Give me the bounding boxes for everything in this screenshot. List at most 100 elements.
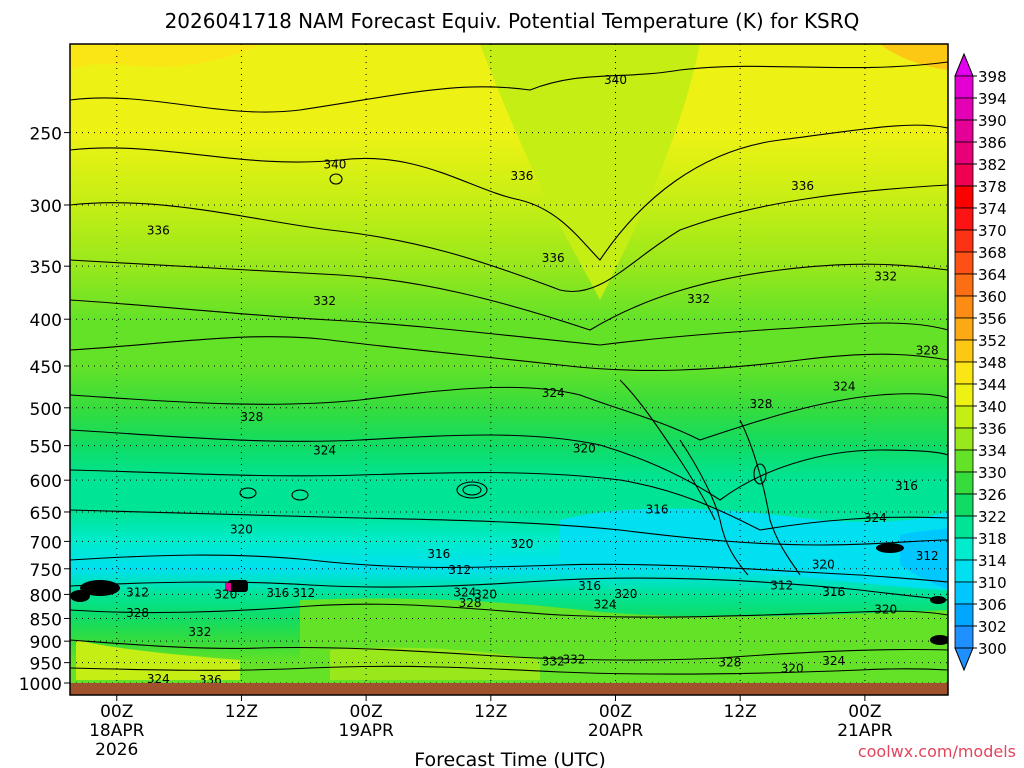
contour-label: 336 — [542, 251, 565, 265]
y-tick-label: 300 — [30, 197, 62, 217]
colorbar-swatch — [954, 141, 974, 165]
contour-line — [739, 419, 801, 576]
colorbar-label: 340 — [978, 398, 1007, 416]
y-tick-label: 750 — [30, 561, 62, 581]
contour-label: 328 — [750, 397, 773, 411]
contour-line — [70, 124, 948, 261]
contour-label: 328 — [240, 410, 263, 424]
contour-label: 320 — [781, 661, 804, 675]
contour-label: 332 — [188, 625, 211, 639]
contour-line — [456, 481, 488, 499]
ground-terrain — [70, 683, 948, 695]
contour-label: 316 — [646, 503, 669, 517]
y-tick-label: 400 — [30, 311, 62, 331]
y-tick-label: 550 — [30, 438, 62, 458]
contour-line — [70, 61, 948, 113]
colorbar-swatch — [954, 163, 974, 187]
colorbar-swatch — [954, 295, 974, 319]
colorbar-swatch — [954, 383, 974, 407]
x-tick-year: 2026 — [95, 740, 138, 760]
colorbar: 398 394 390 386 382 378 374 370 368 364 360 356 352 3… — [954, 52, 1007, 672]
colorbar-label: 344 — [978, 376, 1007, 394]
y-tick-label: 800 — [30, 586, 62, 606]
contour-label: 324 — [864, 511, 887, 525]
colorbar-swatch — [954, 339, 974, 363]
colorbar-label: 330 — [978, 464, 1007, 482]
y-tick-label: 850 — [30, 610, 62, 630]
colorbar-swatch — [954, 537, 974, 561]
colorbar-arrow-top — [954, 52, 974, 77]
contour-label: 328 — [718, 656, 741, 670]
contour-label: 324 — [453, 585, 476, 599]
contour-line — [70, 469, 948, 531]
colorbar-label: 360 — [978, 288, 1007, 306]
colorbar-swatch — [954, 449, 974, 473]
contour-line — [329, 173, 343, 185]
contour-line — [753, 463, 767, 485]
colorbar-swatch — [954, 603, 974, 627]
y-tick-label: 600 — [30, 472, 62, 492]
colorbar-swatch — [954, 273, 974, 297]
colorbar-label: 302 — [978, 618, 1007, 636]
contour-label: 336 — [147, 224, 170, 238]
colorbar-label: 322 — [978, 508, 1007, 526]
contour-label: 316 — [578, 579, 601, 593]
y-tick-label: 450 — [30, 358, 62, 378]
contour-line — [239, 487, 257, 499]
colorbar-label: 336 — [978, 420, 1007, 438]
contour-lines — [70, 61, 948, 675]
contour-label: 312 — [292, 586, 315, 600]
colorbar-label: 370 — [978, 222, 1007, 240]
colorbar-swatch — [954, 493, 974, 517]
contour-label: 336 — [511, 169, 534, 183]
contour-label: 320 — [614, 587, 637, 601]
colorbar-swatch — [954, 251, 974, 275]
contour-label: 332 — [687, 292, 710, 306]
contour-label: 328 — [916, 344, 939, 358]
x-tick-label: 00Z — [349, 702, 382, 722]
anomaly-warm-top — [70, 44, 260, 70]
gridlines — [70, 44, 948, 695]
contour-line — [462, 484, 482, 496]
contour-line — [70, 184, 948, 292]
contour-line — [70, 603, 948, 618]
contour-line — [70, 639, 948, 661]
credit-text: coolwx.com/models — [858, 742, 1016, 761]
x-tick-label: 12Z — [724, 702, 757, 722]
contour-line — [679, 439, 749, 576]
anomaly-cold-tongue — [560, 508, 948, 590]
x-tick-label: 00Z — [848, 702, 881, 722]
contour-label: 340 — [324, 158, 347, 172]
y-tick-label: 900 — [30, 633, 62, 653]
contour-label: 316 — [895, 479, 918, 493]
dense-cluster — [930, 635, 948, 645]
colorbar-swatch — [954, 97, 974, 121]
x-axis-label: Forecast Time (UTC) — [414, 749, 605, 768]
contour-label: 320 — [214, 587, 237, 601]
contour-label: 324 — [833, 380, 856, 394]
dense-cluster — [930, 596, 946, 604]
y-axis: 250 300 350 400 450 500 550 600 650 700 750 800 850 9… — [19, 125, 70, 695]
x-tick-label: 00Z — [100, 702, 133, 722]
colorbar-swatch — [954, 405, 974, 429]
x-tick-date: 19APR — [338, 721, 394, 741]
hot-spot-marker — [225, 583, 231, 591]
colorbar-swatch — [954, 185, 974, 209]
contour-label: 332 — [313, 294, 336, 308]
colorbar-label: 310 — [978, 574, 1007, 592]
dense-cluster — [228, 580, 248, 592]
contour-line — [70, 336, 948, 371]
colorbar-label: 348 — [978, 354, 1007, 372]
anomaly-deep-cold — [900, 528, 948, 590]
contour-label: 316 — [427, 547, 450, 561]
colorbar-label: 300 — [978, 640, 1007, 658]
contour-label: 328 — [459, 596, 482, 610]
y-tick-label: 1000 — [19, 675, 62, 695]
colorbar-swatch — [954, 317, 974, 341]
x-tick-date: 20APR — [588, 721, 644, 741]
contour-label: 320 — [511, 537, 534, 551]
colorbar-label: 398 — [978, 68, 1007, 86]
